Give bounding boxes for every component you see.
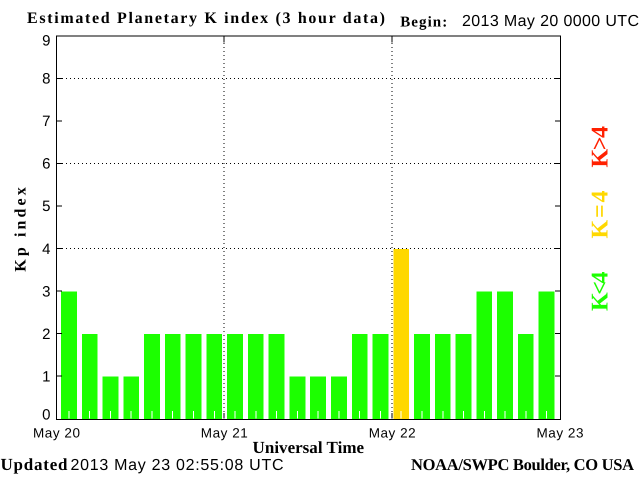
svg-text:K<4: K<4 — [588, 272, 614, 312]
svg-text:Universal Time: Universal Time — [253, 438, 365, 457]
svg-text:Estimated Planetary K index (3: Estimated Planetary K index (3 hour data… — [27, 10, 385, 27]
svg-text:9: 9 — [42, 32, 50, 49]
svg-text:1: 1 — [42, 368, 50, 385]
svg-text:6: 6 — [42, 156, 50, 173]
svg-text:2013 May 20 0000 UTC: 2013 May 20 0000 UTC — [462, 13, 639, 30]
svg-text:May 20: May 20 — [33, 426, 80, 441]
svg-text:2: 2 — [42, 326, 50, 343]
svg-text:8: 8 — [42, 71, 50, 88]
svg-text:7: 7 — [42, 113, 50, 130]
svg-text:4: 4 — [42, 241, 50, 258]
svg-text:May 22: May 22 — [369, 426, 416, 441]
svg-text:May 21: May 21 — [201, 426, 248, 441]
svg-text:Kp index: Kp index — [13, 187, 30, 271]
svg-text:Updated: Updated — [1, 455, 69, 474]
svg-text:5: 5 — [42, 198, 50, 215]
svg-text:0: 0 — [42, 406, 50, 423]
svg-text:NOAA/SWPC Boulder, CO USA: NOAA/SWPC Boulder, CO USA — [411, 455, 634, 474]
svg-text:Begin:: Begin: — [400, 15, 447, 31]
svg-text:May 23: May 23 — [537, 426, 584, 441]
svg-text:2013 May 23 02:55:08 UTC: 2013 May 23 02:55:08 UTC — [71, 457, 284, 474]
svg-text:3: 3 — [42, 283, 50, 300]
svg-text:K=4: K=4 — [588, 191, 614, 239]
svg-text:K>4: K>4 — [588, 126, 614, 168]
